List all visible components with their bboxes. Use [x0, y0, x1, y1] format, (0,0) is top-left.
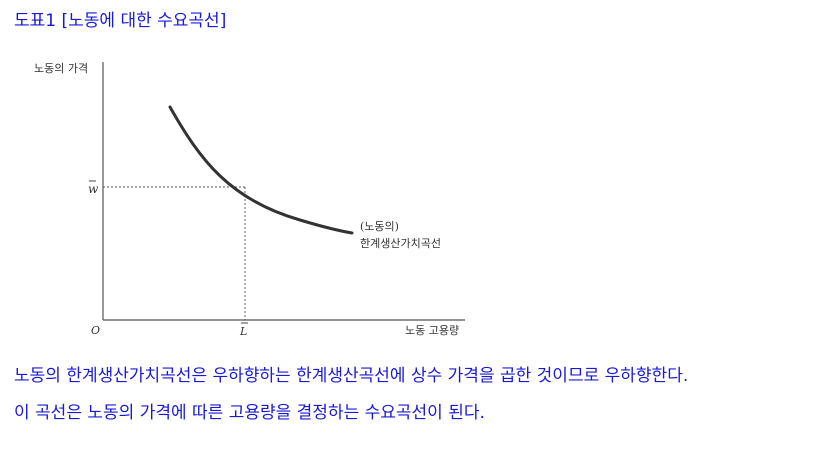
figure-caption: 도표1 [노동에 대한 수요곡선]: [14, 11, 227, 31]
value-of-marginal-product-curve: [168, 105, 354, 235]
curve-label-line1: (노동의): [360, 220, 399, 233]
curve-label-line2: 한계생산가치곡선: [360, 237, 441, 250]
origin-label: O: [91, 324, 100, 337]
wage-label: w: [88, 182, 99, 196]
x-axis-label: 노동 고용량: [405, 324, 459, 337]
explanation-line-1: 노동의 한계생산가치곡선은 우하향하는 한계생산곡선에 상수 가격을 곱한 것이…: [14, 366, 689, 386]
labor-label: L: [239, 325, 247, 338]
y-axis-label: 노동의 가격: [34, 62, 88, 75]
explanation-line-2: 이 곡선은 노동의 가격에 따른 고용량을 결정하는 수요곡선이 된다.: [14, 403, 485, 423]
